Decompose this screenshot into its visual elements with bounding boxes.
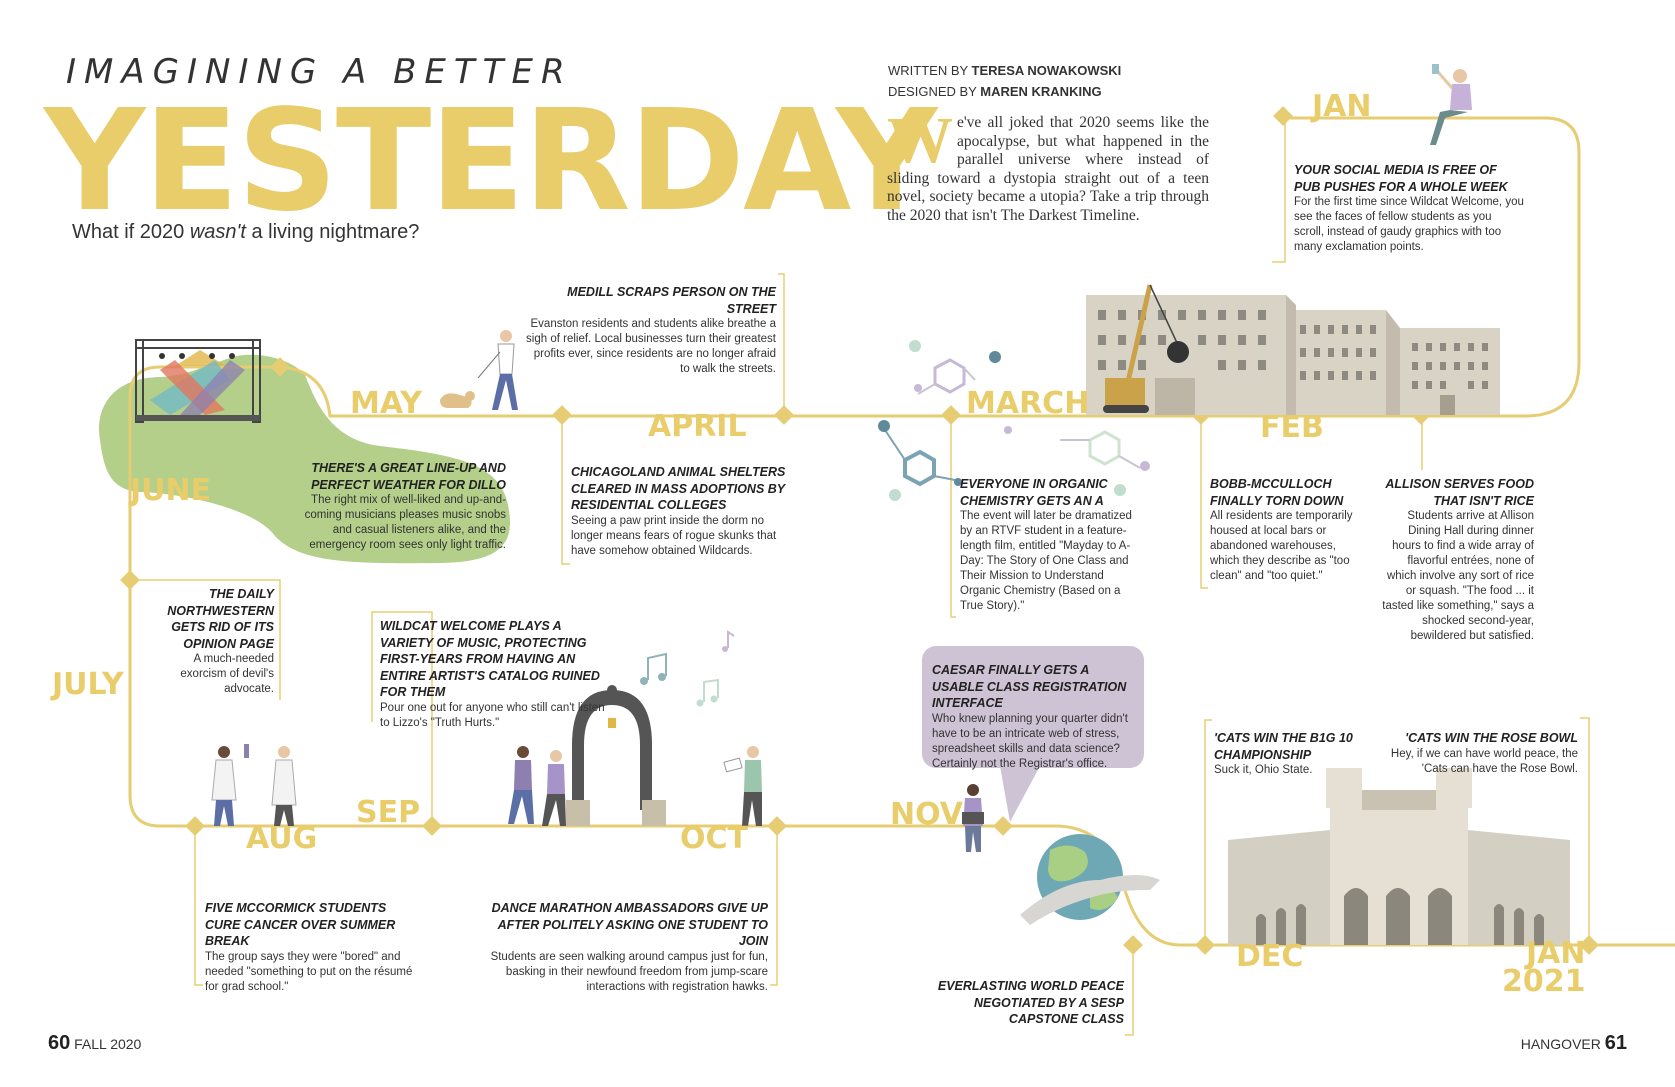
event-march-headline: EVERYONE IN ORGANIC CHEMISTRY GETS AN A — [960, 477, 1108, 508]
event-allison-body: Students arrive at Allison Dining Hall d… — [1382, 510, 1534, 642]
event-july-headline: THE DAILY NORTHWESTERN GETS RID OF ITS O… — [167, 587, 274, 651]
month-jan: JAN — [1312, 89, 1372, 124]
month-june: JUNE — [130, 473, 212, 508]
folio-left: 60 FALL 2020 — [48, 1032, 141, 1055]
written-label: WRITTEN BY — [888, 63, 972, 78]
weber-arch-illustration — [566, 685, 666, 826]
subtitle-post: a living nightmare? — [245, 221, 420, 243]
event-nov: CAESAR FINALLY GETS A USABLE CLASS REGIS… — [932, 662, 1142, 772]
subtitle-pre: What if 2020 — [72, 221, 190, 243]
event-big10-body: Suck it, Ohio State. — [1214, 764, 1313, 776]
event-june-body: The right mix of well-liked and up-and-c… — [304, 494, 506, 551]
folio-right: HANGOVER 61 — [1521, 1032, 1627, 1055]
publication-name: HANGOVER — [1520, 1036, 1601, 1052]
month-april: APRIL — [648, 409, 747, 444]
event-sep: WILDCAT WELCOME PLAYS A VARIETY OF MUSIC… — [380, 618, 616, 731]
event-jan-body: For the first time since Wildcat Welcome… — [1294, 196, 1524, 253]
byline: WRITTEN BY TERESA NOWAKOWSKI DESIGNED BY… — [888, 60, 1121, 102]
issue-label: FALL 2020 — [74, 1036, 142, 1052]
event-march-body: The event will later be dramatized by an… — [960, 510, 1132, 612]
month-oct: OCT — [680, 821, 748, 856]
event-jan-headline: YOUR SOCIAL MEDIA IS FREE OF PUB PUSHES … — [1294, 163, 1508, 194]
event-medill: MEDILL SCRAPS PERSON ON THE STREET Evanst… — [524, 284, 776, 377]
month-jan-2021: JAN 2021 — [1502, 936, 1586, 999]
event-nov-body: Who knew planning your quarter didn't ha… — [932, 712, 1128, 770]
month-sep: SEP — [356, 795, 421, 830]
writer-name: TERESA NOWAKOWSKI — [971, 63, 1122, 78]
event-april-headline: CHICAGOLAND ANIMAL SHELTERS CLEARED IN M… — [571, 465, 786, 512]
month-feb: FEB — [1260, 410, 1324, 445]
event-nov-headline: CAESAR FINALLY GETS A USABLE CLASS REGIS… — [932, 663, 1127, 710]
molecule-dots — [878, 340, 1150, 501]
month-jan-2021-label: JAN — [1526, 936, 1586, 971]
page-title: YESTERDAY — [44, 80, 937, 243]
event-allison: ALLISON SERVES FOOD THAT ISN'T RICE Stude… — [1378, 476, 1534, 644]
month-dec: DEC — [1236, 939, 1304, 974]
page-number-left: 60 — [48, 1032, 71, 1054]
event-july: THE DAILY NORTHWESTERN GETS RID OF ITS O… — [160, 586, 274, 697]
month-july: JULY — [52, 667, 124, 702]
subtitle-emphasis: wasn't — [189, 221, 246, 243]
dog-walker-illustration — [440, 330, 518, 410]
bobb-mcculloch-buildings — [1086, 284, 1500, 415]
event-world-peace: EVERLASTING WORLD PEACE NEGOTIATED BY A … — [930, 978, 1124, 1028]
laptop-user-illustration — [962, 784, 984, 852]
event-rose-bowl-headline: 'CATS WIN THE ROSE BOWL — [1405, 731, 1578, 745]
students-walking-illustration — [508, 746, 762, 826]
event-big10-headline: 'CATS WIN THE B1G 10 CHAMPIONSHIP — [1214, 731, 1353, 762]
caesar-speech-bubble — [922, 646, 1144, 822]
event-aug-body: The group says they were "bored" and nee… — [205, 950, 413, 993]
month-aug: AUG — [246, 821, 318, 856]
connector-lines — [130, 118, 1590, 1036]
drop-cap: W — [887, 104, 953, 177]
event-feb-body: All residents are temporarily housed at … — [1210, 510, 1353, 582]
month-may: MAY — [350, 386, 422, 421]
event-april: CHICAGOLAND ANIMAL SHELTERS CLEARED IN M… — [571, 464, 789, 559]
molecule-illustration — [884, 358, 1141, 487]
event-june: THERE'S A GREAT LINE-UP AND PERFECT WEAT… — [290, 460, 506, 553]
event-oct-body: Students are seen walking around campus … — [490, 950, 768, 993]
phone-user-illustration — [1430, 64, 1472, 145]
event-sep-body: Pour one out for anyone who still can't … — [380, 701, 605, 729]
kicker-title: IMAGINING A BETTER — [66, 52, 573, 92]
designed-label: DESIGNED BY — [888, 84, 981, 99]
event-feb: BOBB-McCULLOCH FINALLY TORN DOWN All resi… — [1210, 476, 1368, 584]
event-sep-headline: WILDCAT WELCOME PLAYS A VARIETY OF MUSIC… — [380, 619, 600, 699]
event-medill-headline: MEDILL SCRAPS PERSON ON THE STREET — [567, 285, 776, 316]
page-subtitle: What if 2020 wasn't a living nightmare? — [72, 221, 419, 244]
event-oct: DANCE MARATHON AMBASSADORS GIVE UP AFTER… — [470, 900, 768, 995]
event-july-body: A much-needed exorcism of devil's advoca… — [180, 653, 274, 695]
event-april-body: Seeing a paw print inside the dorm no lo… — [571, 514, 777, 557]
event-jan: YOUR SOCIAL MEDIA IS FREE OF PUB PUSHES … — [1294, 162, 1524, 255]
dillo-stage-illustration — [135, 339, 261, 423]
event-big10: 'CATS WIN THE B1G 10 CHAMPIONSHIP Suck it… — [1214, 730, 1364, 778]
music-notes-icon — [640, 630, 735, 707]
designer-name: MAREN KRANKING — [980, 84, 1102, 99]
event-world-peace-headline: EVERLASTING WORLD PEACE NEGOTIATED BY A … — [937, 979, 1124, 1026]
event-aug: FIVE McCORMICK STUDENTS CURE CANCER OVER… — [205, 900, 425, 995]
page-number-right: 61 — [1604, 1032, 1627, 1054]
event-feb-headline: BOBB-McCULLOCH FINALLY TORN DOWN — [1210, 477, 1344, 508]
event-medill-body: Evanston residents and students alike br… — [526, 318, 776, 375]
scientists-illustration — [211, 744, 297, 826]
event-june-headline: THERE'S A GREAT LINE-UP AND PERFECT WEAT… — [311, 461, 506, 492]
month-nov: NOV — [890, 797, 964, 832]
globe-illustration — [1020, 834, 1160, 925]
event-allison-headline: ALLISON SERVES FOOD THAT ISN'T RICE — [1385, 477, 1534, 508]
intro-text: e've all joked that 2020 seems like the … — [887, 114, 1209, 224]
ryan-field-stadium-illustration — [1228, 768, 1570, 945]
month-march: MARCH — [966, 386, 1090, 421]
event-rose-bowl: 'CATS WIN THE ROSE BOWL Hey, if we can ha… — [1390, 730, 1578, 777]
event-oct-headline: DANCE MARATHON AMBASSADORS GIVE UP AFTER… — [491, 901, 768, 948]
month-jan-2021-year: 2021 — [1502, 964, 1586, 999]
event-aug-headline: FIVE McCORMICK STUDENTS CURE CANCER OVER… — [205, 901, 396, 948]
event-rose-bowl-body: Hey, if we can have world peace, the 'Ca… — [1390, 747, 1578, 775]
